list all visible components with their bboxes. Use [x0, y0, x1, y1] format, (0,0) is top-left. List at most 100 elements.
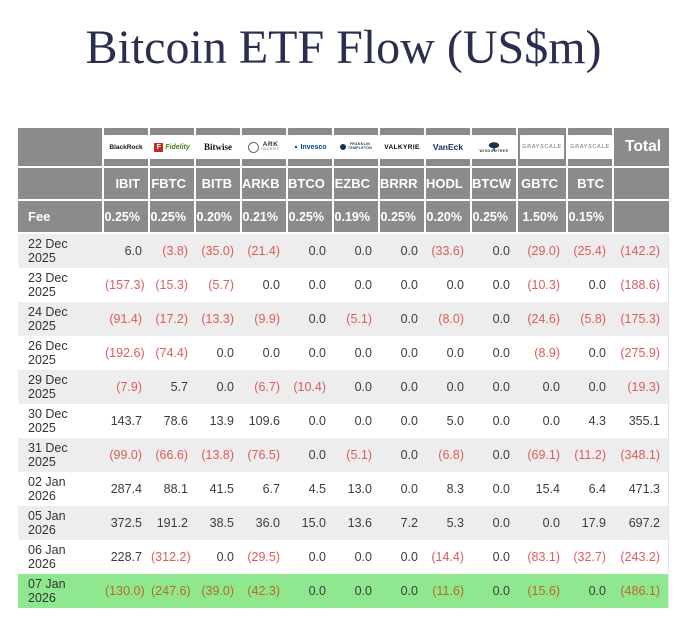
value-cell: 0.0 [334, 574, 380, 608]
value-cell: 0.0 [334, 336, 380, 370]
value-cell: 4.5 [288, 472, 334, 506]
value-cell: (74.4) [150, 336, 196, 370]
value-cell: (17.2) [150, 302, 196, 336]
ticker-header-bitb: BITB [196, 168, 242, 201]
value-cell: 38.5 [196, 506, 242, 540]
value-cell: 5.3 [426, 506, 472, 540]
value-cell: 228.7 [104, 540, 150, 574]
value-cell: (3.8) [150, 234, 196, 268]
value-cell: 6.7 [242, 472, 288, 506]
logo-header-row: BlackRock F Fidelity Bitwise ARK INVEST ▲ Inves… [18, 128, 669, 168]
value-cell: 0.0 [380, 268, 426, 302]
value-cell: (157.3) [104, 268, 150, 302]
wisdomtree-tree-icon [488, 140, 500, 151]
logo-wordmark: Invesco [300, 143, 327, 151]
ticker-header-row: IBIT FBTC BITB ARKB BTCO EZBC BRRR HODL BTCW GBTC… [18, 168, 669, 201]
value-cell: (91.4) [104, 302, 150, 336]
page-title: Bitcoin ETF Flow (US$m) [85, 21, 602, 74]
table-row: 29 Dec 2025 (7.9) 5.7 0.0 (6.7) (10.4) 0.0 0.0 0… [18, 370, 669, 404]
logo-cell-gbtc: GRAYSCALE [518, 128, 568, 168]
table-row: 02 Jan 2026 287.4 88.1 41.5 6.7 4.5 13.0 0.0 8.3… [18, 472, 669, 506]
table-body: 22 Dec 2025 6.0 (3.8) (35.0) (21.4) 0.0 0.0 0.0… [18, 234, 669, 608]
value-cell: (99.0) [104, 438, 150, 472]
value-cell: 0.0 [472, 472, 518, 506]
logo-cell-ibit: BlackRock [104, 128, 150, 168]
total-cell: (19.3) [614, 370, 669, 404]
logo-wordmark: GRAYSCALE [570, 144, 610, 150]
grayscale-logo: GRAYSCALE [568, 135, 612, 159]
value-cell: (32.7) [568, 540, 614, 574]
value-cell: 109.6 [242, 404, 288, 438]
fee-cell-ezbc: 0.19% [334, 201, 380, 234]
total-cell: (275.9) [614, 336, 669, 370]
value-cell: 0.0 [472, 438, 518, 472]
value-cell: 5.0 [426, 404, 472, 438]
total-cell: 697.2 [614, 506, 669, 540]
table-row: 05 Jan 2026 372.5 191.2 38.5 36.0 15.0 13.6 7.2… [18, 506, 669, 540]
value-cell: 8.3 [426, 472, 472, 506]
value-cell: (25.4) [568, 234, 614, 268]
table-header: BlackRock F Fidelity Bitwise ARK INVEST ▲ Inves… [18, 128, 669, 234]
value-cell: (8.0) [426, 302, 472, 336]
fee-cell-arkb: 0.21% [242, 201, 288, 234]
value-cell: (5.1) [334, 302, 380, 336]
blank-header-cell [18, 168, 104, 201]
total-cell: (243.2) [614, 540, 669, 574]
date-cell: 26 Dec 2025 [18, 336, 104, 370]
value-cell: 0.0 [334, 404, 380, 438]
logo-wordmark: GRAYSCALE [522, 144, 562, 150]
value-cell: 0.0 [380, 336, 426, 370]
value-cell: 0.0 [380, 234, 426, 268]
valkyrie-logo: VALKYRIE [380, 135, 424, 159]
value-cell: 36.0 [242, 506, 288, 540]
wisdomtree-logo: WISDOMTREE [472, 135, 516, 159]
ticker-header-btcw: BTCW [472, 168, 518, 201]
fee-cell-hodl: 0.20% [426, 201, 472, 234]
total-cell: (486.1) [614, 574, 669, 608]
value-cell: (39.0) [196, 574, 242, 608]
date-cell: 02 Jan 2026 [18, 472, 104, 506]
value-cell: 0.0 [288, 336, 334, 370]
ticker-header-gbtc: GBTC [518, 168, 568, 201]
value-cell: 17.9 [568, 506, 614, 540]
fee-cell-btco: 0.25% [288, 201, 334, 234]
blank-total-cell [614, 168, 669, 201]
value-cell: (15.3) [150, 268, 196, 302]
fidelity-logo: F Fidelity [150, 135, 194, 159]
date-cell: 31 Dec 2025 [18, 438, 104, 472]
total-cell: 471.3 [614, 472, 669, 506]
value-cell: 4.3 [568, 404, 614, 438]
value-cell: 0.0 [380, 540, 426, 574]
value-cell: (69.1) [518, 438, 568, 472]
blank-total-cell [614, 201, 669, 234]
value-cell: (6.8) [426, 438, 472, 472]
value-cell: (13.8) [196, 438, 242, 472]
value-cell: (6.7) [242, 370, 288, 404]
fee-header-row: Fee 0.25% 0.25% 0.20% 0.21% 0.25% 0.19% 0.25% 0.… [18, 201, 669, 234]
value-cell: 0.0 [568, 370, 614, 404]
ticker-header-ibit: IBIT [104, 168, 150, 201]
value-cell: 13.9 [196, 404, 242, 438]
value-cell: 41.5 [196, 472, 242, 506]
value-cell: 0.0 [472, 302, 518, 336]
value-cell: (11.6) [426, 574, 472, 608]
table-corner-cell [18, 128, 104, 168]
table-row: 30 Dec 2025 143.7 78.6 13.9 109.6 0.0 0.0 0.0 5.… [18, 404, 669, 438]
value-cell: 0.0 [242, 268, 288, 302]
value-cell: 0.0 [472, 370, 518, 404]
value-cell: (66.6) [150, 438, 196, 472]
logo-cell-btc: GRAYSCALE [568, 128, 614, 168]
value-cell: 0.0 [380, 574, 426, 608]
value-cell: 0.0 [242, 336, 288, 370]
logo-wordmark: FRANKLIN TEMPLETON [347, 142, 373, 150]
ticker-header-arkb: ARKB [242, 168, 288, 201]
value-cell: 0.0 [426, 268, 472, 302]
value-cell: 0.0 [288, 540, 334, 574]
logo-cell-brrr: VALKYRIE [380, 128, 426, 168]
value-cell: 0.0 [380, 404, 426, 438]
value-cell: 0.0 [472, 404, 518, 438]
fee-cell-btc: 0.15% [568, 201, 614, 234]
date-cell: 24 Dec 2025 [18, 302, 104, 336]
value-cell: 0.0 [426, 336, 472, 370]
value-cell: (29.0) [518, 234, 568, 268]
